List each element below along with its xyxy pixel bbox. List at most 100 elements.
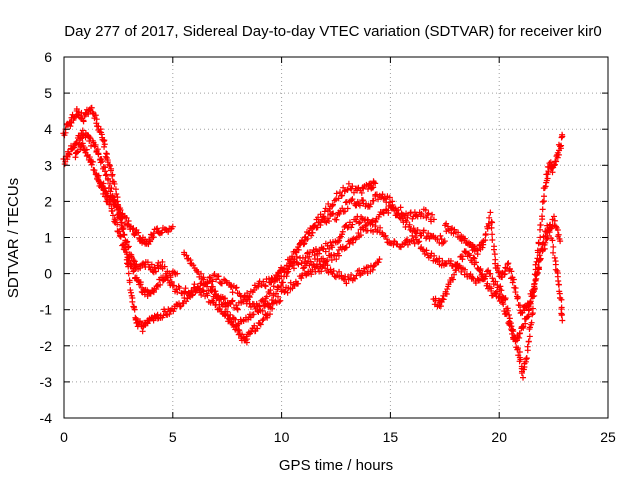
data-point: [274, 293, 281, 300]
data-point: [361, 268, 368, 275]
data-point: [113, 190, 120, 197]
data-point: [306, 253, 313, 260]
x-axis-label: GPS time / hours: [279, 457, 393, 474]
data-point: [416, 238, 423, 245]
data-point: [508, 268, 515, 275]
data-point: [222, 303, 229, 310]
data-point: [482, 231, 489, 238]
data-point: [165, 228, 172, 235]
data-point: [516, 302, 523, 309]
data-point: [99, 158, 106, 165]
data-point: [534, 270, 541, 277]
data-point: [410, 225, 417, 232]
data-point: [343, 280, 350, 287]
data-point: [211, 271, 218, 278]
data-point: [97, 179, 104, 186]
data-point: [467, 271, 474, 278]
data-point: [520, 374, 527, 381]
data-point: [550, 249, 557, 256]
data-point: [432, 295, 439, 302]
data-point: [123, 214, 130, 221]
data-point: [471, 255, 478, 262]
data-point: [472, 280, 479, 287]
data-point: [130, 225, 137, 232]
data-point: [161, 263, 168, 270]
data-point: [476, 267, 483, 274]
data-point: [126, 279, 133, 286]
data-point: [243, 296, 250, 303]
data-point: [455, 229, 462, 236]
data-point: [154, 315, 161, 322]
data-point: [128, 289, 135, 296]
data-point: [308, 271, 315, 278]
data-point: [301, 240, 308, 247]
data-point: [523, 355, 530, 362]
data-point: [367, 201, 374, 208]
data-point: [552, 261, 559, 268]
data-point: [251, 322, 258, 329]
data-point: [539, 206, 546, 213]
data-point: [389, 204, 396, 211]
data-point: [88, 161, 95, 168]
chart-title: Day 277 of 2017, Sidereal Day-to-day VTE…: [64, 23, 601, 40]
data-point: [524, 343, 531, 350]
data-point: [551, 254, 558, 261]
data-point: [199, 287, 206, 294]
data-point: [489, 275, 496, 282]
data-point: [198, 291, 205, 298]
data-point: [106, 180, 113, 187]
data-point: [331, 197, 338, 204]
data-point: [440, 296, 447, 303]
data-point: [329, 201, 336, 208]
data-point: [176, 284, 183, 291]
data-point: [263, 293, 270, 300]
data-point: [131, 267, 138, 274]
x-tick-label: 5: [169, 429, 177, 445]
data-point: [101, 143, 108, 150]
data-point: [229, 297, 236, 304]
data-point: [227, 311, 234, 318]
data-point: [102, 153, 109, 160]
data-point: [356, 267, 363, 274]
data-point: [328, 257, 335, 264]
data-point: [336, 210, 343, 217]
data-point: [252, 305, 259, 312]
data-point: [327, 266, 334, 273]
data-point: [212, 288, 219, 295]
data-point: [137, 279, 144, 286]
data-point: [418, 232, 425, 239]
data-point: [246, 292, 253, 299]
data-point: [292, 249, 299, 256]
data-point: [285, 266, 292, 273]
data-point: [169, 223, 176, 230]
data-point: [391, 207, 398, 214]
data-points: [60, 104, 566, 381]
y-tick-label: 5: [44, 85, 52, 101]
data-point: [423, 247, 430, 254]
data-point: [348, 224, 355, 231]
data-point: [414, 227, 421, 234]
data-point: [366, 181, 373, 188]
data-point: [367, 180, 374, 187]
data-point: [264, 314, 271, 321]
data-point: [269, 305, 276, 312]
data-point: [472, 259, 479, 266]
data-point: [74, 149, 81, 156]
data-point: [498, 296, 505, 303]
data-point: [137, 265, 144, 272]
data-point: [295, 246, 302, 253]
data-point: [109, 171, 116, 178]
data-point: [344, 273, 351, 280]
data-point: [133, 274, 140, 281]
data-point: [484, 280, 491, 287]
data-point: [92, 141, 99, 148]
data-point: [324, 215, 331, 222]
data-point: [250, 311, 257, 318]
data-point: [512, 289, 519, 296]
data-point: [541, 193, 548, 200]
data-point: [233, 323, 240, 330]
data-point: [362, 223, 369, 230]
data-point: [307, 258, 314, 265]
data-point: [256, 320, 263, 327]
data-point: [356, 202, 363, 209]
